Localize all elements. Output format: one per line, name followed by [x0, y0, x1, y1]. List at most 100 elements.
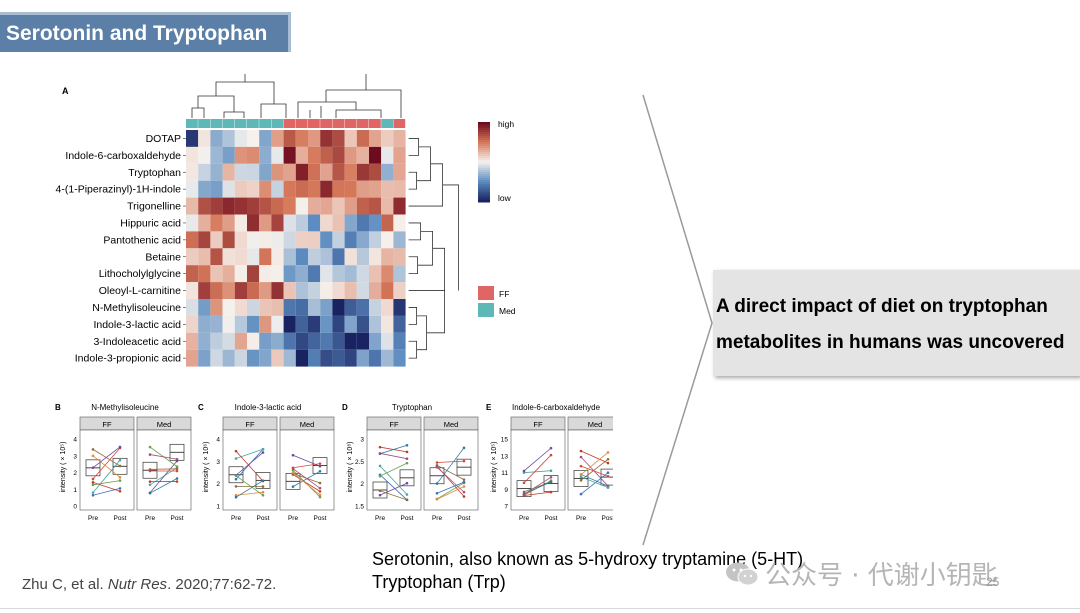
- heatmap-cell: [271, 282, 284, 299]
- panel-y-axis-label: intensity ( × 10⁸): [347, 441, 354, 492]
- scale-bar-segment: [478, 190, 490, 193]
- heatmap-cell: [332, 299, 345, 316]
- heatmap-cell: [295, 332, 308, 350]
- heatmap-cell: [369, 248, 382, 266]
- facet-label: Med: [444, 420, 459, 429]
- facet-label: FF: [389, 420, 399, 429]
- paired-line: [379, 474, 408, 501]
- heatmap-cell: [271, 349, 284, 367]
- panel-y-tick: 7: [504, 504, 508, 511]
- heatmap-cell: [234, 282, 247, 299]
- heatmap-cell: [381, 180, 394, 198]
- data-point: [462, 485, 466, 488]
- data-point: [606, 486, 610, 489]
- heatmap-row-label: Pantothenic acid: [103, 234, 181, 246]
- scale-bar-segment: [478, 182, 490, 185]
- paired-line: [379, 452, 408, 460]
- scale-bar-segment: [478, 200, 490, 203]
- heatmap-cell: [344, 180, 357, 198]
- data-point: [91, 448, 95, 451]
- data-point: [318, 481, 322, 485]
- paired-line: [580, 474, 609, 487]
- heatmap-cell: [210, 231, 223, 249]
- watermark-text: 公众号 · 代谢小钥匙: [765, 561, 998, 591]
- panel-y-tick: 3: [73, 453, 77, 460]
- facet-label: Med: [588, 420, 603, 429]
- heatmap-cell: [222, 332, 235, 350]
- data-point: [91, 493, 95, 497]
- heatmap-cell: [308, 197, 321, 215]
- paired-line: [292, 474, 321, 492]
- group-annotation-cell: [283, 119, 296, 128]
- heatmap-cell: [344, 282, 357, 299]
- heatmap-cell: [271, 332, 284, 350]
- heatmap-cell: [295, 349, 308, 367]
- heatmap-cell: [320, 248, 333, 266]
- group-legend-label: Med: [499, 306, 516, 316]
- group-annotation-cell: [381, 119, 393, 128]
- heatmap-cell: [356, 130, 369, 147]
- data-point: [261, 447, 265, 451]
- heatmap-cell: [186, 349, 199, 367]
- data-point: [291, 466, 295, 470]
- data-point: [91, 481, 95, 484]
- heatmap-cell: [332, 265, 345, 283]
- data-point: [405, 457, 409, 460]
- panel-y-tick: 2: [73, 470, 77, 477]
- group-annotation-cell: [320, 119, 332, 128]
- heatmap-row-label: 4-(1-Piperazinyl)-1H-indole: [56, 184, 182, 196]
- panel-x-tick: Post: [113, 515, 126, 522]
- heatmap-cell: [198, 248, 211, 266]
- scale-bar-segment: [478, 184, 490, 187]
- heatmap-cell: [283, 214, 296, 232]
- heatmap-cell: [356, 315, 369, 333]
- heatmap-cell: [247, 130, 260, 147]
- heatmap-cell: [308, 349, 321, 367]
- panel-x-tick: Pre: [576, 515, 587, 522]
- heatmap-cell: [271, 265, 284, 283]
- heatmap-cell: [320, 146, 333, 164]
- data-point: [148, 491, 152, 495]
- scale-bar-segment: [478, 178, 490, 181]
- heatmap-cell: [308, 130, 321, 147]
- paired-line: [235, 475, 264, 496]
- data-point: [579, 449, 583, 453]
- data-point: [522, 469, 526, 473]
- heatmap-cell: [308, 231, 321, 249]
- heatmap-cell: [381, 146, 394, 164]
- heatmap-cell: [259, 180, 272, 198]
- scale-bar-segment: [478, 170, 490, 173]
- panel-y-tick: 0: [73, 504, 77, 511]
- heatmap-cell: [295, 180, 308, 198]
- data-point: [261, 479, 265, 482]
- heatmap-cell: [234, 265, 247, 283]
- heatmap-cell: [222, 163, 235, 181]
- heatmap-cell: [332, 332, 345, 350]
- scale-bar-segment: [478, 164, 490, 167]
- scale-bar-segment: [478, 194, 490, 197]
- paired-line: [523, 476, 552, 495]
- heatmap-cell: [308, 163, 321, 181]
- wechat-icon: [725, 561, 759, 587]
- heatmap-cell: [198, 180, 211, 198]
- heatmap-cell: [369, 231, 382, 249]
- paired-line: [436, 447, 465, 484]
- data-point: [318, 486, 322, 490]
- data-point: [462, 478, 466, 481]
- heatmap-cell: [369, 146, 382, 164]
- data-point: [148, 469, 152, 473]
- data-point: [118, 479, 122, 482]
- heatmap-cell: [381, 231, 394, 249]
- heatmap-cell: [210, 349, 223, 367]
- heatmap-cell: [332, 180, 345, 198]
- heatmap-cell: [344, 349, 357, 367]
- data-point: [549, 453, 553, 457]
- paired-line: [235, 450, 264, 482]
- heatmap-cell: [259, 130, 272, 147]
- data-point: [261, 490, 265, 494]
- panel-a-label: A: [62, 86, 69, 96]
- panel-y-tick: 4: [73, 437, 77, 444]
- heatmap-cell: [222, 248, 235, 266]
- paired-line: [149, 454, 178, 460]
- heatmap-cell: [222, 282, 235, 299]
